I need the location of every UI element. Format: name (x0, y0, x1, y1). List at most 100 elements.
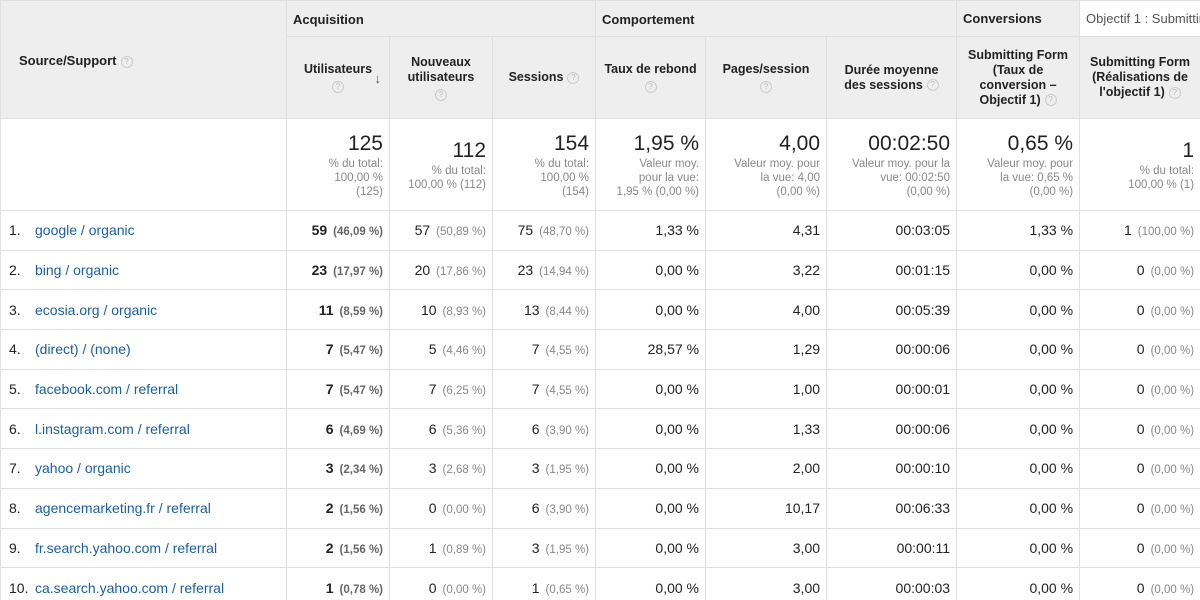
sort-descending-icon[interactable]: ↓ (374, 71, 382, 86)
bounce-rate-value: 0,00 % (655, 539, 700, 556)
help-icon[interactable]: ? (760, 81, 773, 93)
help-icon[interactable]: ? (1168, 86, 1181, 99)
help-icon[interactable]: ? (332, 81, 344, 93)
help-icon[interactable]: ? (644, 81, 657, 93)
source-medium-link[interactable]: google / organic (35, 222, 135, 239)
row-rank: 3. (9, 301, 21, 318)
conversion-rate-column-header[interactable]: Submitting Form (Taux de conversion – Ob… (956, 36, 1081, 119)
source-cell: 10. ca.search.yahoo.com / referral (0, 567, 287, 600)
pages-session-value: 1,29 (792, 341, 821, 358)
sessions-cell: 7 (4,55 %) (491, 368, 597, 410)
row-rank: 7. (9, 460, 21, 477)
pages-session-column-header[interactable]: Pages/session ? (705, 36, 828, 119)
bounce-rate-value: 28,57 % (647, 341, 700, 358)
users-value: 7 (325, 341, 334, 358)
source-medium-link[interactable]: ecosia.org / organic (35, 301, 158, 318)
help-icon[interactable]: ? (1044, 94, 1057, 107)
source-medium-link[interactable]: yahoo / organic (35, 460, 131, 477)
source-cell: 3. ecosia.org / organic (0, 289, 287, 331)
source-medium-link[interactable]: l.instagram.com / referral (35, 420, 190, 437)
pages-session-value: 10,17 (784, 500, 821, 517)
source-medium-link[interactable]: agencemarketing.fr / referral (35, 500, 211, 517)
source-medium-link[interactable]: ca.search.yahoo.com / referral (35, 579, 225, 596)
total-sessions-note1: % du total: (534, 157, 590, 170)
pages-session-cell: 1,29 (705, 329, 828, 370)
new-users-cell: 20 (17,86 %) (389, 249, 493, 291)
avg-duration-value: 00:00:06 (895, 420, 951, 437)
conversions-label: Conversions (963, 11, 1042, 26)
avg-duration-cell: 00:00:11 (826, 527, 958, 569)
new-users-percent: (8,93 %) (442, 305, 486, 318)
users-value: 59 (311, 222, 328, 239)
sessions-column-header[interactable]: Sessions? (491, 36, 597, 119)
goal-completions-cell: 0 (0,00 %) (1079, 567, 1200, 600)
help-icon[interactable]: ? (435, 88, 447, 101)
sessions-percent: (1,95 %) (545, 543, 590, 556)
bounce-rate-value: 0,00 % (655, 460, 700, 477)
column-header-row: Utilisateurs ↓ ? Nouveaux utilisateurs ?… (1, 36, 1200, 119)
total-new-users-note1: % du total: (431, 164, 486, 177)
users-percent: (17,97 %) (333, 266, 383, 279)
bounce-rate-cell: 0,00 % (595, 368, 707, 410)
pages-session-value: 1,00 (792, 381, 821, 398)
total-avg-duration: 00:02:50 Valeur moy. pour la vue: 00:02:… (826, 118, 958, 211)
goal-completions-column-header[interactable]: Submitting Form (Réalisations de l'objec… (1079, 36, 1200, 119)
conversion-rate-value: 0,00 % (1029, 420, 1074, 437)
avg-duration-cell: 00:05:39 (826, 289, 958, 331)
new-users-cell: 57 (50,89 %) (389, 210, 493, 251)
bounce-rate-value: 0,00 % (655, 381, 700, 398)
users-cell: 1 (0,78 %) (286, 567, 390, 600)
bounce-rate-cell: 1,33 % (595, 210, 707, 251)
help-icon[interactable]: ? (120, 55, 133, 68)
avg-duration-cell: 00:03:05 (826, 210, 958, 251)
source-column-header[interactable]: Source/Support? (0, 0, 287, 119)
conv-rate-header-line1: Submitting Form (968, 47, 1069, 62)
goal-completions-cell: 0 (0,00 %) (1079, 448, 1200, 489)
new-users-column-header[interactable]: Nouveaux utilisateurs ? (389, 36, 493, 119)
conversions-group-header: Conversions (956, 0, 1081, 37)
source-medium-link[interactable]: facebook.com / referral (35, 381, 179, 398)
row-rank: 9. (9, 539, 21, 556)
conv-rate-header-line4: Objectif 1) (979, 92, 1041, 107)
users-percent: (46,09 %) (333, 226, 383, 239)
row-rank: 5. (9, 381, 21, 398)
avg-duration-column-header[interactable]: Durée moyenne des sessions? (826, 36, 958, 119)
bounce-rate-value: 0,00 % (655, 500, 700, 517)
new-users-header-line1: Nouveaux (411, 54, 471, 69)
goal-completions-value: 0 (1136, 539, 1145, 556)
bounce-rate-cell: 28,57 % (595, 329, 707, 370)
help-icon[interactable]: ? (926, 79, 939, 92)
acquisition-label: Acquisition (293, 12, 364, 27)
new-users-percent: (0,89 %) (442, 543, 486, 556)
table-body: 1. google / organic 59 (46,09 %) 57 (50,89 … (0, 210, 1200, 600)
source-cell: 9. fr.search.yahoo.com / referral (0, 527, 287, 569)
source-medium-link[interactable]: (direct) / (none) (35, 341, 131, 358)
bounce-rate-column-header[interactable]: Taux de rebond ? (595, 36, 707, 119)
new-users-percent: (5,36 %) (442, 424, 486, 437)
total-bounce-note1: Valeur moy. (639, 157, 700, 170)
goal-select-dropdown[interactable]: Objectif 1 : Submitting Form (1079, 0, 1200, 37)
source-medium-link[interactable]: bing / organic (35, 262, 120, 279)
new-users-cell: 0 (0,00 %) (389, 487, 493, 529)
bounce-rate-cell: 0,00 % (595, 487, 707, 529)
table-row: 4. (direct) / (none) 7 (5,47 %) 5 (4,46 %) … (0, 329, 1200, 370)
row-rank: 6. (9, 420, 21, 437)
users-column-header[interactable]: Utilisateurs ↓ ? (286, 36, 390, 119)
source-medium-link[interactable]: fr.search.yahoo.com / referral (35, 539, 218, 556)
pages-session-cell: 3,00 (705, 527, 828, 569)
avg-duration-value: 00:00:11 (896, 539, 951, 556)
completions-header-line2: (Réalisations de (1092, 70, 1188, 84)
users-percent: (1,56 %) (339, 543, 383, 556)
bounce-rate-value: 0,00 % (655, 579, 700, 596)
row-rank: 1. (9, 222, 21, 239)
users-percent: (8,59 %) (339, 305, 383, 318)
users-value: 3 (325, 460, 334, 477)
goal-completions-percent: (0,00 %) (1150, 266, 1195, 279)
new-users-cell: 1 (0,89 %) (389, 527, 493, 569)
table-row: 1. google / organic 59 (46,09 %) 57 (50,89 … (0, 210, 1200, 251)
avg-duration-value: 00:03:05 (895, 222, 951, 239)
source-cell: 2. bing / organic (0, 249, 287, 291)
sessions-value: 6 (531, 420, 540, 437)
help-icon[interactable]: ? (567, 71, 580, 84)
goal-completions-cell: 0 (0,00 %) (1079, 329, 1200, 370)
